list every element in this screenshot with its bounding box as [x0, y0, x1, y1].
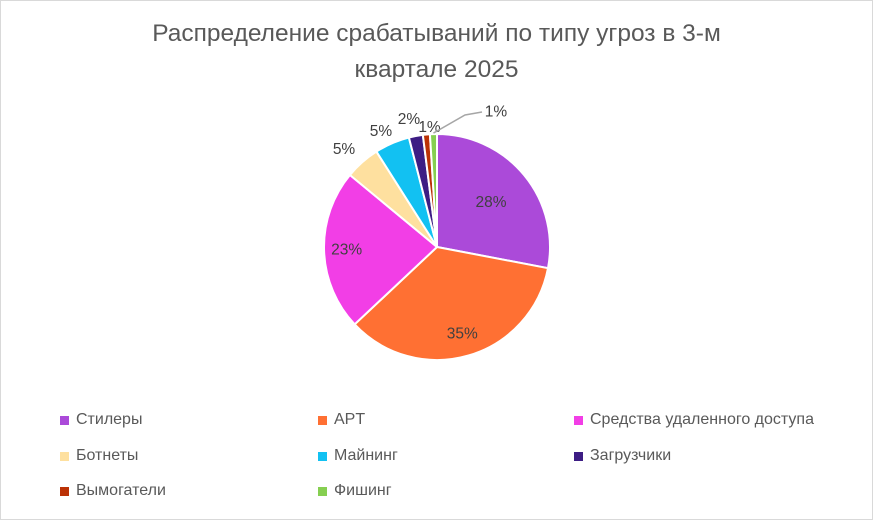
pie-slice-3	[323, 173, 439, 326]
chart-title-line-2: квартале 2025	[354, 56, 519, 83]
data-label-1: 28%	[475, 194, 506, 211]
pie-slice-1	[436, 132, 551, 270]
pie-slice-2	[353, 245, 550, 361]
chart-title-line-1: Распределение срабатываний по типу угроз…	[152, 20, 721, 47]
data-label-7: 1%	[418, 119, 441, 136]
pie-slice-8	[428, 132, 438, 248]
data-label-4: 5%	[333, 141, 356, 158]
data-label-3: 23%	[331, 241, 362, 258]
data-label-2: 35%	[447, 325, 478, 342]
data-label-6: 2%	[398, 111, 421, 128]
leader-line	[433, 111, 483, 134]
data-label-5: 5%	[370, 123, 393, 140]
data-label-8: 1%	[485, 104, 508, 121]
chart-title: Распределение срабатываний по типу угроз…	[0, 16, 873, 88]
